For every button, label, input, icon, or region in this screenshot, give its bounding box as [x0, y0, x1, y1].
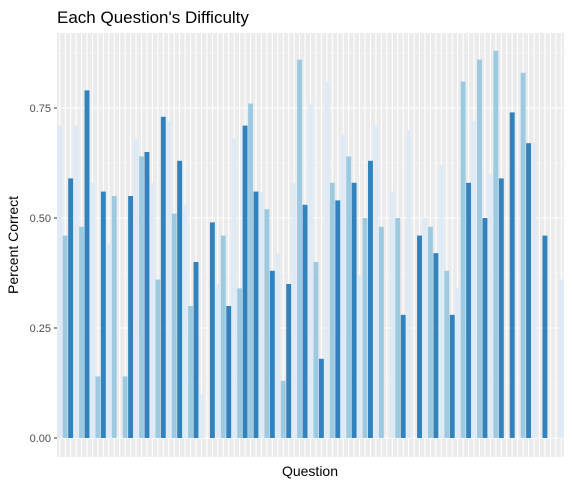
bar [188, 306, 194, 438]
bar [460, 81, 466, 438]
bar [209, 222, 215, 438]
bar [84, 90, 90, 439]
bar [318, 358, 324, 438]
bar [199, 394, 204, 438]
bar [291, 182, 297, 438]
bar [509, 112, 515, 439]
y-axis-title: Percent Correct [5, 196, 21, 294]
bar [427, 226, 433, 438]
bar [498, 178, 504, 438]
bar [193, 262, 199, 438]
bar [280, 380, 286, 438]
bar [269, 270, 275, 438]
bar [487, 174, 493, 438]
bar [444, 270, 450, 438]
bar [482, 218, 488, 438]
bar [417, 235, 422, 438]
bar [368, 160, 373, 439]
bar [438, 165, 444, 438]
bar [422, 218, 428, 438]
bar [133, 138, 139, 439]
bar [400, 314, 406, 438]
bar [237, 288, 243, 438]
x-axis-title: Question [282, 463, 338, 479]
bar [122, 376, 128, 438]
bar [313, 262, 319, 438]
bar [395, 218, 401, 438]
y-axis-tick-labels: 0.00 0.25 0.50 0.75 [30, 103, 51, 445]
bar [248, 103, 253, 438]
bar [493, 50, 499, 439]
bar [302, 204, 308, 438]
bar [558, 279, 564, 438]
y-tick-label: 0.00 [30, 433, 51, 445]
y-tick-label: 0.25 [30, 323, 51, 335]
bar [106, 244, 112, 438]
bar [477, 59, 482, 438]
bar [149, 182, 155, 438]
bar [329, 182, 335, 438]
bar [264, 209, 270, 438]
bar [520, 72, 526, 439]
bar [362, 218, 368, 438]
bar [231, 138, 237, 439]
bar [357, 275, 363, 438]
bar [466, 182, 472, 438]
bar [542, 235, 548, 438]
bar [73, 125, 79, 438]
bar [100, 191, 106, 438]
chart-title: Each Question's Difficulty [57, 8, 249, 27]
bar [286, 284, 292, 438]
bar [79, 226, 84, 438]
bar [155, 279, 161, 438]
bar [531, 143, 537, 438]
bar [351, 182, 357, 438]
bar [526, 143, 532, 438]
bar [433, 253, 439, 438]
bar [68, 178, 74, 438]
bar [62, 235, 68, 438]
bar [406, 130, 412, 438]
bar [139, 156, 144, 438]
bar [253, 191, 259, 438]
bar [389, 191, 395, 438]
bar [346, 156, 352, 438]
bar [373, 125, 379, 438]
bar [57, 125, 63, 438]
bar [166, 121, 172, 438]
bar [324, 81, 330, 438]
bar [95, 376, 101, 438]
bar [335, 200, 341, 438]
bar [182, 204, 188, 438]
bar [455, 288, 461, 438]
bar [378, 226, 384, 438]
bar [449, 314, 455, 438]
bar [340, 134, 346, 438]
y-axis-ticks [54, 107, 57, 439]
bar [177, 160, 183, 439]
bar [258, 191, 264, 438]
y-tick-label: 0.75 [30, 103, 51, 115]
bar [308, 103, 313, 438]
bar [111, 196, 117, 438]
bar [215, 284, 221, 438]
bar [128, 196, 134, 438]
bar [471, 121, 477, 438]
y-tick-label: 0.50 [30, 213, 51, 225]
bar [242, 125, 248, 438]
bar [220, 235, 226, 438]
bar [275, 253, 281, 438]
bar [226, 306, 232, 438]
bar [160, 116, 166, 439]
bar [144, 152, 150, 438]
bars [57, 50, 564, 439]
bar [89, 182, 95, 438]
bar [171, 213, 177, 438]
bar [297, 59, 303, 438]
